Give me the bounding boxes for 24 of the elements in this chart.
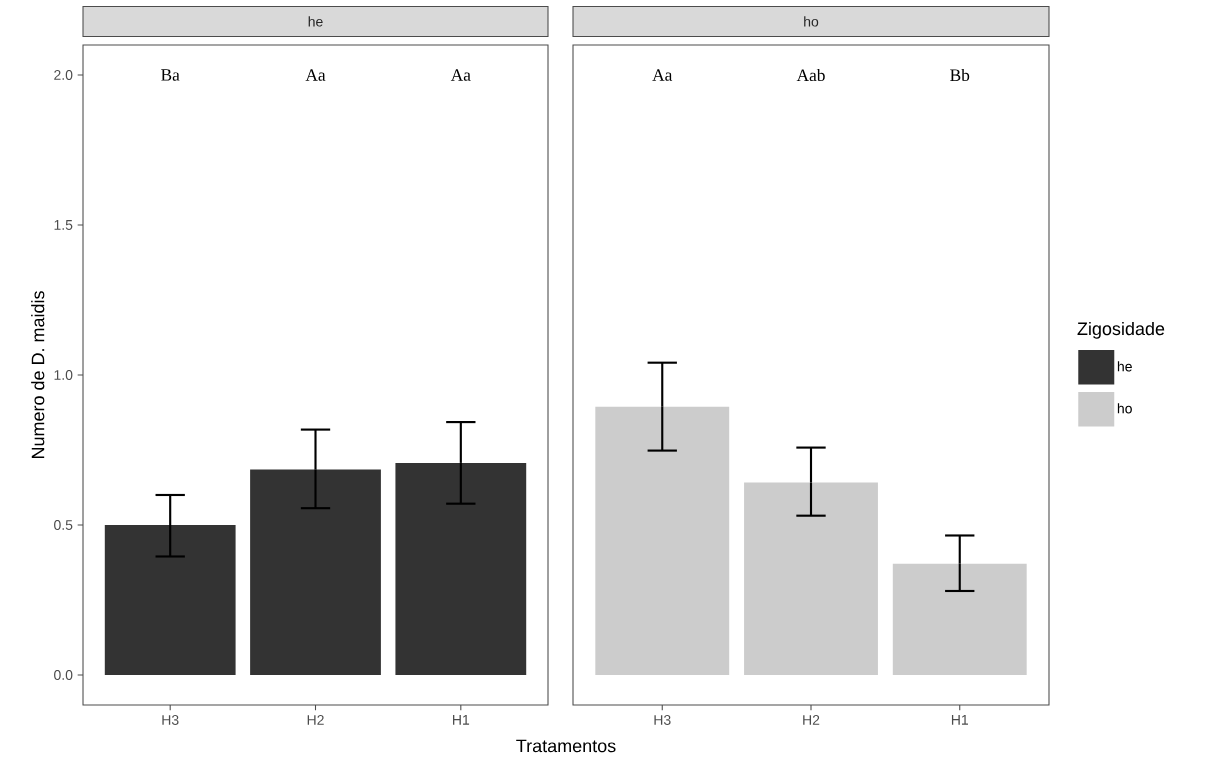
annotation: Aa [450,69,471,81]
annotation: Ba [161,69,180,81]
y-axis-title: Numero de D. maidis [31,291,45,459]
x-axis-title: Tratamentos [516,739,616,753]
y-tick-label: 0.0 [54,670,73,680]
y-tick-label: 2.0 [54,70,73,80]
annotation: Bb [950,68,970,82]
legend-title: Zigosidade [1077,321,1165,339]
x-tick-label: H2 [307,715,324,725]
y-tick-label: 1.0 [54,370,73,380]
x-tick-label: H1 [951,715,968,725]
annotation: Aa [305,69,326,81]
annotation: Aa [652,69,673,81]
chart-title: ho [804,16,819,27]
y-tick-label: 0.5 [54,520,73,530]
chart-title: he [308,16,323,27]
annotation: Aab [796,68,825,82]
y-tick-label: 1.5 [54,220,73,230]
x-tick-label: H3 [654,715,671,725]
text: he [1117,361,1132,372]
text: ho [1117,403,1132,414]
x-tick-label: H3 [162,715,179,725]
x-tick-label: H1 [453,715,470,725]
x-tick-label: H2 [803,715,820,725]
